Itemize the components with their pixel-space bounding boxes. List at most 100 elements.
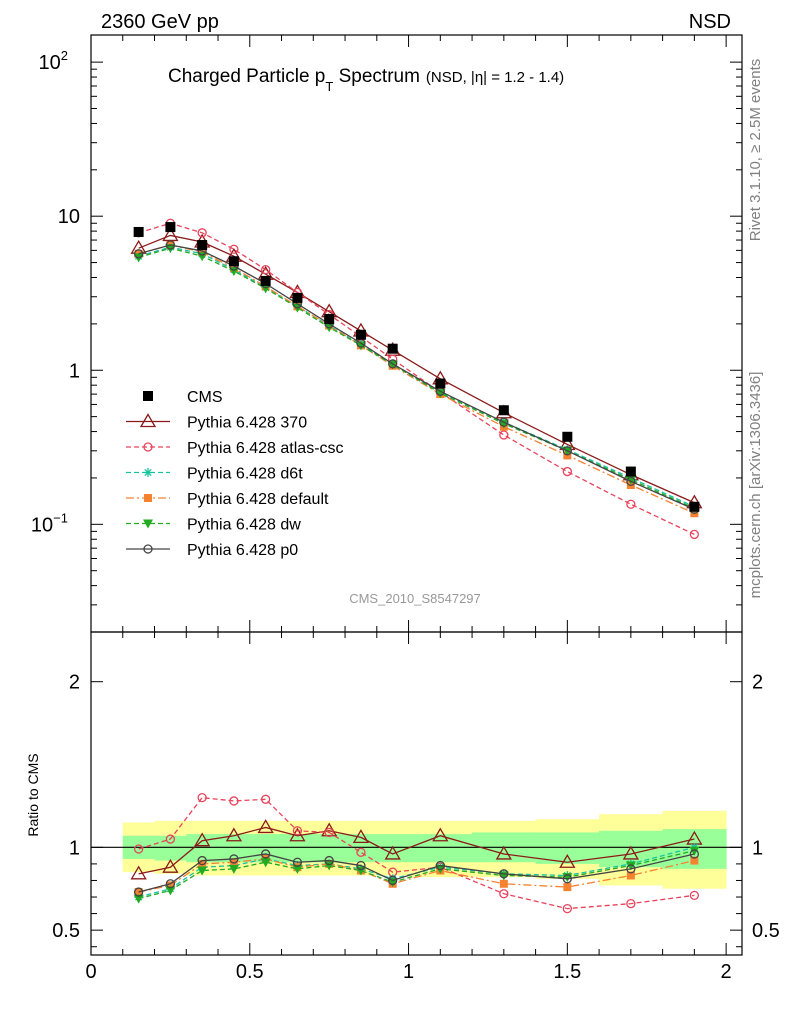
ratio-point-dw	[260, 858, 271, 868]
point-CMS	[133, 226, 144, 237]
point-default	[198, 248, 207, 257]
ratio-point-p0	[324, 855, 334, 866]
ratio-y-tick-label-right: 1	[752, 837, 763, 859]
series-line-d6t	[138, 246, 695, 508]
legend: CMS Pythia 6.428 370 Pythia 6.428 atlas-cs…	[126, 389, 344, 559]
ratio-point-p0	[133, 887, 144, 897]
x-tick-label: 1.5	[553, 961, 581, 983]
legend-marker-dw	[143, 519, 153, 529]
ratio-point-p0	[165, 879, 176, 889]
legend-item-atlas: Pythia 6.428 atlas-csc	[126, 440, 344, 457]
series-line-370	[138, 234, 695, 504]
ratio-point-dw	[689, 846, 700, 856]
ratio-point-p0	[435, 860, 445, 871]
point-p0	[562, 446, 572, 456]
ratio-y-tick-label-right: 0.5	[752, 920, 780, 942]
legend-label-d6t: Pythia 6.428 d6t	[187, 466, 303, 483]
ratio-point-default	[229, 858, 238, 867]
ratio-y-tick-label: 1	[69, 837, 80, 859]
ratio-y-tick-label-right: 2	[752, 672, 763, 694]
ratio-point-370	[194, 832, 211, 847]
ratio-point-atlas	[261, 794, 271, 804]
y-tick-label: 102	[39, 48, 68, 74]
point-p0	[626, 476, 636, 487]
point-CMS	[197, 240, 208, 251]
y-tick-label: 1	[69, 360, 80, 382]
ratio-point-370	[432, 827, 449, 842]
legend-item-dw: Pythia 6.428 dw	[126, 517, 301, 534]
rivet-label: Rivet 3.1.10, ≥ 2.5M events	[747, 59, 764, 242]
point-p0	[499, 417, 509, 427]
ratio-point-dw	[133, 894, 144, 904]
legend-label-p0: Pythia 6.428 p0	[187, 542, 298, 559]
series-line-p0	[138, 244, 695, 510]
ratio-point-atlas	[626, 899, 636, 909]
ratio-line-dw	[138, 850, 695, 900]
ratio-point-dw	[228, 864, 239, 874]
ratio-point-370	[162, 858, 179, 873]
point-atlas	[197, 228, 207, 238]
legend-marker-CMS	[143, 391, 153, 401]
ratio-point-p0	[292, 857, 303, 867]
ratio-point-atlas	[499, 889, 509, 899]
ratio-point-atlas	[197, 792, 207, 803]
ratio-point-atlas	[165, 834, 176, 844]
title-main: Charged Particle p	[168, 66, 325, 87]
ratio-point-p0	[689, 849, 700, 859]
ratio-line-p0	[138, 853, 695, 893]
ratio-point-p0	[229, 854, 239, 864]
ratio-bands	[122, 810, 727, 889]
x-tick-label: 1	[403, 961, 414, 983]
ratio-point-dw	[625, 861, 636, 871]
ratio-point-dw	[197, 866, 208, 876]
ratio-point-atlas	[324, 827, 334, 838]
point-CMS	[435, 378, 446, 389]
series-CMS	[133, 222, 700, 512]
ratio-point-dw	[165, 886, 176, 896]
ratio-point-370	[130, 865, 147, 880]
legend-marker-p0	[143, 544, 153, 554]
ratio-point-370	[257, 819, 274, 834]
ratio-point-p0	[562, 874, 572, 884]
band-inner	[408, 834, 473, 863]
y-tick-label: 10−1	[31, 510, 68, 536]
legend-marker-370	[139, 413, 157, 428]
ratio-point-atlas	[292, 826, 303, 836]
band-inner	[313, 834, 346, 863]
x-tick-label: 0	[85, 961, 96, 983]
point-atlas	[626, 499, 636, 509]
point-CMS	[165, 222, 176, 233]
point-CMS	[292, 292, 303, 303]
ratio-frame	[90, 631, 743, 956]
point-atlas	[499, 430, 509, 440]
point-dw	[498, 419, 509, 429]
point-CMS	[355, 329, 366, 340]
ratio-point-default	[499, 879, 508, 888]
ratio-line-d6t	[138, 846, 695, 898]
ratio-point-dw	[292, 864, 303, 874]
ratio-point-p0	[388, 875, 398, 886]
main-plot-panel: 10−1 1 10 102	[31, 34, 743, 633]
series-line-atlas	[138, 222, 695, 535]
ratio-point-default	[166, 881, 175, 890]
legend-marker-atlas	[143, 442, 153, 452]
point-p0	[388, 359, 398, 369]
ratio-point-370	[622, 845, 639, 860]
point-p0	[165, 240, 176, 250]
ratio-point-atlas	[562, 903, 572, 914]
y-tick-label: 10	[58, 206, 80, 228]
point-atlas	[261, 264, 271, 275]
band-inner	[535, 832, 600, 864]
ratio-series-370	[130, 819, 703, 880]
header-right: NSD	[689, 11, 731, 33]
analysis-id: CMS_2010_S8547297	[349, 591, 481, 606]
point-CMS	[228, 256, 239, 267]
point-CMS	[689, 501, 700, 512]
band-inner	[218, 834, 251, 863]
title-note: (NSD, |η| = 1.2 - 1.4)	[426, 69, 564, 86]
legend-marker-default	[144, 494, 152, 502]
band-inner	[281, 834, 314, 863]
ratio-line-370	[138, 826, 695, 875]
point-atlas	[689, 529, 700, 540]
